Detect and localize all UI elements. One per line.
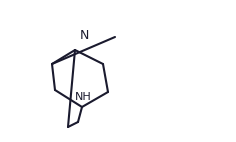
Text: NH: NH [75, 91, 92, 102]
Text: N: N [79, 29, 89, 41]
